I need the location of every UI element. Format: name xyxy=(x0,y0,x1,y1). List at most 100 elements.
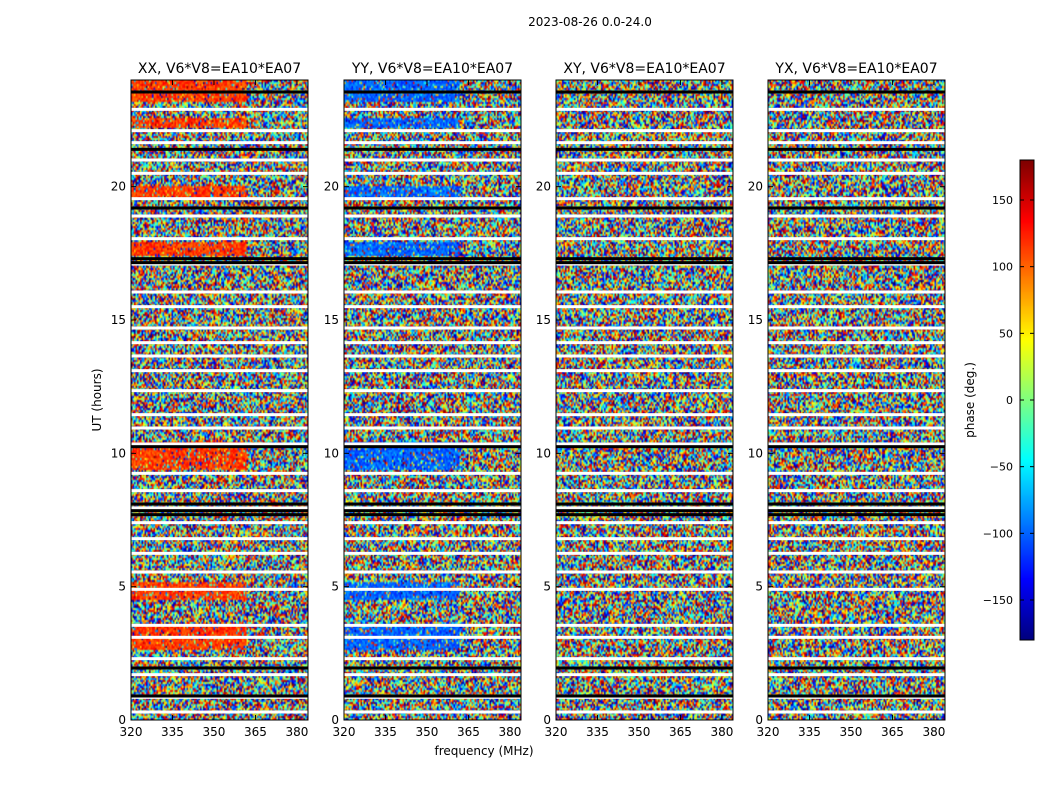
flagged-row xyxy=(131,326,308,330)
black-row xyxy=(768,257,945,261)
panel-frame xyxy=(555,79,734,721)
flagged-row xyxy=(556,587,733,591)
black-row xyxy=(344,509,521,513)
flagged-row xyxy=(344,141,521,145)
black-row xyxy=(131,513,308,517)
flagged-row xyxy=(131,305,308,309)
y-tick-label: 10 xyxy=(536,446,551,460)
panel-title: XY, V6*V8=EA10*EA07 xyxy=(563,61,725,77)
x-tick-label: 335 xyxy=(374,725,397,739)
flagged-row xyxy=(344,326,521,330)
flagged-row xyxy=(131,442,308,446)
flagged-row xyxy=(556,413,733,417)
flagged-row xyxy=(344,354,521,358)
flagged-row xyxy=(131,197,308,201)
y-tick-label: 20 xyxy=(324,180,339,194)
y-tick-label: 0 xyxy=(118,713,126,727)
black-row xyxy=(768,206,945,210)
flagged-row xyxy=(344,587,521,591)
y-tick-label: 20 xyxy=(748,180,763,194)
black-row xyxy=(768,666,945,670)
flagged-row xyxy=(131,471,308,475)
flagged-row xyxy=(556,141,733,145)
flagged-row xyxy=(556,623,733,627)
black-row xyxy=(768,445,945,449)
flagged-row xyxy=(556,389,733,393)
figure-suptitle: 2023-08-26 0.0-24.0 xyxy=(528,15,652,29)
y-tick-label: 5 xyxy=(543,580,551,594)
black-row xyxy=(344,147,521,151)
flagged-row xyxy=(768,623,945,627)
flagged-row xyxy=(131,489,308,493)
colorbar-gradient xyxy=(1020,160,1034,640)
flagged-row xyxy=(768,471,945,475)
flagged-row xyxy=(344,107,521,111)
black-row xyxy=(556,509,733,513)
black-row xyxy=(556,257,733,261)
flagged-row xyxy=(768,710,945,714)
y-tick-label: 0 xyxy=(331,713,339,727)
flagged-row xyxy=(131,129,308,133)
black-row xyxy=(131,257,308,261)
flagged-row xyxy=(556,442,733,446)
x-tick-label: 335 xyxy=(798,725,821,739)
flagged-row xyxy=(556,471,733,475)
y-tick-label: 15 xyxy=(748,313,763,327)
panel-title: YY, V6*V8=EA10*EA07 xyxy=(351,61,513,77)
flagged-row xyxy=(556,171,733,175)
x-tick-label: 380 xyxy=(710,725,733,739)
black-row xyxy=(131,147,308,151)
flagged-row xyxy=(556,129,733,133)
flagged-row xyxy=(768,413,945,417)
flagged-row xyxy=(768,587,945,591)
flagged-row xyxy=(131,214,308,218)
panel-xx: XX, V6*V8=EA10*EA07 320 335 350 365 380 0 5 10 15… xyxy=(111,61,309,739)
flagged-row xyxy=(556,537,733,541)
flagged-row xyxy=(768,551,945,555)
black-row xyxy=(556,666,733,670)
phase-image xyxy=(768,80,945,720)
flagged-row xyxy=(344,471,521,475)
flagged-row xyxy=(556,551,733,555)
flagged-row xyxy=(768,673,945,677)
black-row xyxy=(344,694,521,698)
flagged-row xyxy=(556,158,733,162)
black-row xyxy=(344,502,521,506)
colorbar-label: phase (deg.) xyxy=(963,362,977,438)
flagged-row xyxy=(556,635,733,639)
flagged-row xyxy=(768,305,945,309)
black-row xyxy=(768,513,945,517)
flagged-row xyxy=(131,369,308,373)
x-tick-label: 320 xyxy=(757,725,780,739)
x-tick-label: 365 xyxy=(881,725,904,739)
flagged-row xyxy=(768,290,945,294)
black-row xyxy=(131,666,308,670)
black-row xyxy=(344,90,521,94)
black-row xyxy=(768,694,945,698)
y-tick-label: 5 xyxy=(331,580,339,594)
y-tick-label: 15 xyxy=(111,313,126,327)
flagged-row xyxy=(556,341,733,345)
colorbar: −150 −100 −50 0 50 100 150 phase (deg.) xyxy=(963,159,1035,641)
flagged-row xyxy=(131,426,308,430)
panel-title: YX, V6*V8=EA10*EA07 xyxy=(774,61,937,77)
black-row xyxy=(344,666,521,670)
flagged-row xyxy=(131,506,308,510)
flagged-row xyxy=(344,413,521,417)
black-row xyxy=(131,509,308,513)
panel-frame xyxy=(767,79,946,721)
black-row xyxy=(556,261,733,265)
flagged-row xyxy=(556,521,733,525)
flagged-row xyxy=(556,673,733,677)
colorbar-tick-label: −100 xyxy=(983,527,1013,540)
colorbar-tick-label: 100 xyxy=(992,261,1013,274)
panel-yy: YY, V6*V8=EA10*EA07 320 335 350 365 380 0 5 10 15… xyxy=(324,61,522,739)
flagged-row xyxy=(131,158,308,162)
flagged-row xyxy=(556,570,733,574)
flagged-row xyxy=(556,426,733,430)
flagged-row xyxy=(344,551,521,555)
flagged-row xyxy=(768,197,945,201)
flagged-row xyxy=(131,413,308,417)
flagged-row xyxy=(768,214,945,218)
